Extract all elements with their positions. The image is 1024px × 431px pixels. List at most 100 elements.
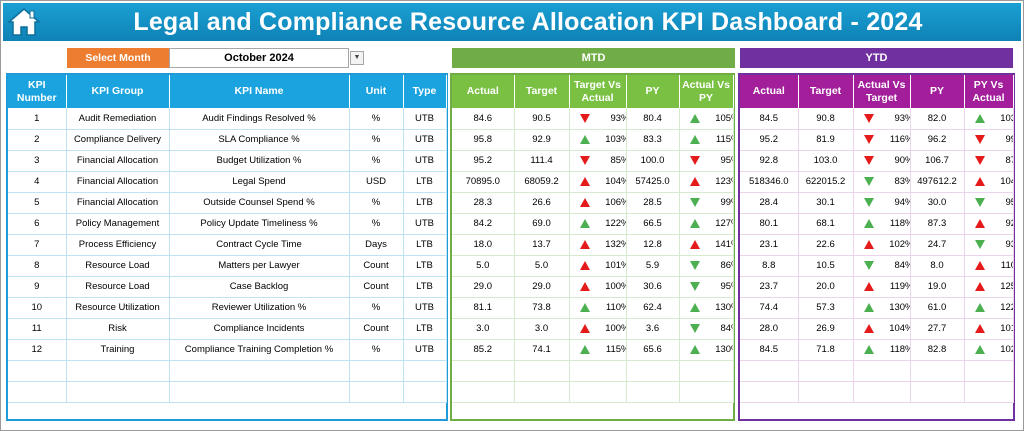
- mtd-target-vs-actual: 100%: [569, 276, 627, 298]
- arrow-up-icon: [689, 302, 700, 312]
- empty-cell: [514, 360, 570, 382]
- mtd-target-vs-actual: 85%: [569, 150, 627, 172]
- mtd-target-vs-actual: 115%: [569, 339, 627, 361]
- ytd-actual-vs-target: 104%: [853, 318, 911, 340]
- arrow-down-icon: [689, 155, 700, 165]
- empty-cell: [569, 381, 627, 403]
- mtd-actual: 84.6: [452, 108, 515, 130]
- arrow-down-icon: [863, 155, 874, 165]
- ytd-py-vs-actual: 125%: [964, 276, 1014, 298]
- ytd-py: 27.7: [910, 318, 965, 340]
- mtd-target-vs-actual-value: 100%: [605, 322, 625, 334]
- arrow-up-icon: [579, 344, 590, 354]
- table-row: 8 Resource Load Matters per Lawyer Count LTB: [8, 255, 447, 277]
- mtd-target-vs-actual: 101%: [569, 255, 627, 277]
- ytd-py-vs-actual-value: 125%: [1000, 280, 1012, 292]
- mtd-target-vs-actual-value: 106%: [605, 196, 625, 208]
- home-icon[interactable]: [7, 6, 41, 38]
- mtd-py: 83.3: [626, 129, 680, 151]
- kpi-number: 2: [8, 129, 67, 151]
- ytd-actual: 518346.0: [740, 171, 799, 193]
- kpi-number: 1: [8, 108, 67, 130]
- mtd-actual-vs-py-value: 95%: [720, 154, 732, 166]
- empty-cell: [8, 381, 67, 403]
- empty-cell: [169, 360, 350, 382]
- arrow-up-icon: [974, 113, 985, 123]
- ytd-header: Target: [798, 75, 854, 108]
- ytd-target: 622015.2: [798, 171, 854, 193]
- ytd-py: 61.0: [910, 297, 965, 319]
- month-select[interactable]: October 2024: [169, 48, 349, 68]
- mtd-target-vs-actual: 103%: [569, 129, 627, 151]
- mtd-target-vs-actual: 93%: [569, 108, 627, 130]
- table-row: 28.326.6 106%28.5 99%: [452, 192, 734, 214]
- mtd-actual-vs-py: 130%: [679, 339, 734, 361]
- empty-cell: [66, 381, 170, 403]
- mtd-target-vs-actual: 104%: [569, 171, 627, 193]
- ytd-table: Actual Target Actual Vs Target PY PY Vs Actu…: [738, 73, 1015, 421]
- table-row: 8.810.5 84%8.0 110%: [740, 255, 1014, 277]
- arrow-down-icon: [863, 134, 874, 144]
- mtd-actual-vs-py: 105%: [679, 108, 734, 130]
- empty-cell: [8, 360, 67, 382]
- kpi-name: Compliance Training Completion %: [169, 339, 350, 361]
- kpi-group: Resource Load: [66, 276, 170, 298]
- empty-cell: [349, 360, 404, 382]
- arrow-down-icon: [974, 134, 985, 144]
- ytd-actual-vs-target: 116%: [853, 129, 911, 151]
- kpi-name: Contract Cycle Time: [169, 234, 350, 256]
- kpi-unit: Days: [349, 234, 404, 256]
- ytd-header: PY Vs Actual: [964, 75, 1014, 108]
- mtd-actual-vs-py-value: 99%: [720, 196, 732, 208]
- empty-cell: [66, 360, 170, 382]
- empty-cell: [910, 381, 965, 403]
- mtd-py: 12.8: [626, 234, 680, 256]
- ytd-target: 10.5: [798, 255, 854, 277]
- ytd-py-vs-actual-value: 122%: [1000, 301, 1012, 313]
- mtd-target-vs-actual: 110%: [569, 297, 627, 319]
- empty-cell: [740, 381, 799, 403]
- kpi-name: Case Backlog: [169, 276, 350, 298]
- table-row: 95.281.9 116%96.2 99%: [740, 129, 1014, 151]
- mtd-header: Target: [514, 75, 570, 108]
- kpi-name: Policy Update Timeliness %: [169, 213, 350, 235]
- mtd-py: 28.5: [626, 192, 680, 214]
- arrow-up-icon: [579, 218, 590, 228]
- kpi-type: UTB: [403, 150, 447, 172]
- ytd-py-vs-actual: 122%: [964, 297, 1014, 319]
- arrow-up-icon: [579, 302, 590, 312]
- kpi-name: Matters per Lawyer: [169, 255, 350, 277]
- ytd-actual-vs-target: 130%: [853, 297, 911, 319]
- ytd-actual: 28.4: [740, 192, 799, 214]
- ytd-target: 57.3: [798, 297, 854, 319]
- mtd-target: 3.0: [514, 318, 570, 340]
- empty-row: [740, 360, 1014, 382]
- ytd-actual: 80.1: [740, 213, 799, 235]
- mtd-actual-vs-py-value: 123%: [715, 175, 732, 187]
- ytd-py: 96.2: [910, 129, 965, 151]
- mtd-actual-vs-py: 123%: [679, 171, 734, 193]
- mtd-actual-vs-py-value: 127%: [715, 217, 732, 229]
- table-row: 7 Process Efficiency Contract Cycle Time Da…: [8, 234, 447, 256]
- ytd-py: 106.7: [910, 150, 965, 172]
- ytd-py: 30.0: [910, 192, 965, 214]
- kpi-group: Financial Allocation: [66, 192, 170, 214]
- kpi-group: Resource Load: [66, 255, 170, 277]
- arrow-up-icon: [974, 281, 985, 291]
- select-month-label: Select Month: [67, 48, 169, 68]
- chevron-down-icon[interactable]: ▼: [350, 51, 364, 65]
- kpi-group: Audit Remediation: [66, 108, 170, 130]
- ytd-py-vs-actual: 92%: [964, 213, 1014, 235]
- mtd-py: 5.9: [626, 255, 680, 277]
- ytd-py-vs-actual-value: 92%: [1005, 217, 1012, 229]
- ytd-target: 103.0: [798, 150, 854, 172]
- kpi-group: Financial Allocation: [66, 171, 170, 193]
- table-row: 28.430.1 94%30.0 95%: [740, 192, 1014, 214]
- kpi-type: LTB: [403, 171, 447, 193]
- ytd-target: 20.0: [798, 276, 854, 298]
- arrow-up-icon: [579, 197, 590, 207]
- mtd-actual: 28.3: [452, 192, 515, 214]
- arrow-up-icon: [863, 323, 874, 333]
- empty-cell: [798, 381, 854, 403]
- ytd-py: 19.0: [910, 276, 965, 298]
